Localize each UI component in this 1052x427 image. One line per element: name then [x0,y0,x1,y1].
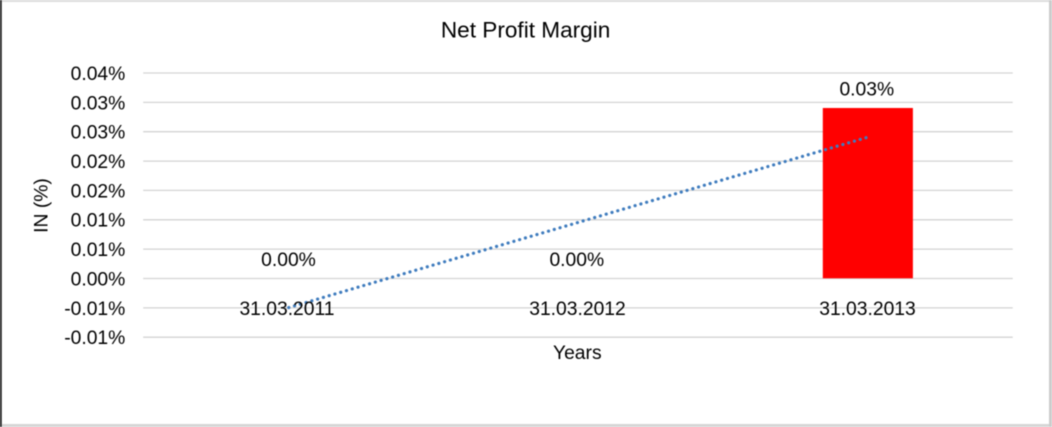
svg-text:31.03.2012: 31.03.2012 [529,299,626,320]
svg-text:0.00%: 0.00% [549,250,604,271]
svg-text:0.03%: 0.03% [71,123,126,144]
svg-text:0.01%: 0.01% [71,211,126,232]
svg-text:Years: Years [553,343,602,364]
svg-text:31.03.2013: 31.03.2013 [819,299,916,320]
svg-text:-0.01%: -0.01% [64,328,125,349]
svg-text:0.00%: 0.00% [71,269,126,290]
svg-text:0.03%: 0.03% [839,80,894,101]
svg-text:0.04%: 0.04% [71,64,126,85]
svg-text:0.02%: 0.02% [71,152,126,173]
svg-text:31.03.2011: 31.03.2011 [239,299,334,320]
svg-text:Net Profit Margin: Net Profit Margin [441,18,611,43]
svg-text:0.01%: 0.01% [71,240,126,261]
svg-text:0.03%: 0.03% [71,93,126,114]
svg-text:-0.01%: -0.01% [64,299,125,320]
svg-text:0.02%: 0.02% [71,181,126,202]
svg-text:0.00%: 0.00% [261,250,316,271]
svg-text:IN (%): IN (%) [31,178,52,233]
